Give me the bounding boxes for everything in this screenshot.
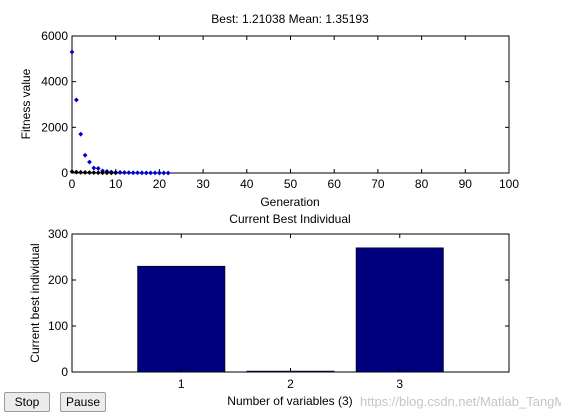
- fitness-x-tick-label: 30: [196, 177, 210, 191]
- best-individual-title: Current Best Individual: [229, 212, 350, 226]
- mean-fitness-point: [91, 165, 97, 171]
- fitness-y-tick-label: 0: [61, 166, 68, 180]
- mean-fitness-point: [82, 152, 88, 158]
- best-individual-y-tick-label: 300: [48, 227, 68, 241]
- best-fitness-point: [87, 170, 92, 175]
- fitness-y-tick-label: 6000: [41, 29, 68, 43]
- best-individual-bar: [355, 247, 444, 373]
- best-individual-y-tick-label: 200: [48, 273, 68, 287]
- mean-fitness-point: [78, 131, 84, 137]
- mean-fitness-point: [126, 170, 132, 176]
- mean-fitness-point: [87, 159, 92, 165]
- mean-fitness-point: [148, 170, 154, 176]
- mean-fitness-point: [95, 166, 101, 171]
- fitness-x-tick-label: 80: [415, 177, 429, 191]
- mean-fitness-point: [143, 170, 149, 176]
- best-fitness-point: [108, 170, 114, 176]
- mean-fitness-point: [157, 170, 162, 176]
- best-individual-y-tick-label: 100: [48, 319, 68, 333]
- fitness-x-ticks: 0 10 20 30 40 50 60 70 80 90 100: [69, 36, 519, 191]
- fitness-plot-axes: [71, 35, 510, 174]
- fitness-x-tick-label: 20: [153, 177, 167, 191]
- fitness-points: [69, 49, 171, 176]
- best-fitness-point: [73, 169, 79, 175]
- best-individual-y-ticks: 0 100 200 300: [48, 227, 509, 379]
- mean-fitness-point: [73, 97, 79, 103]
- mean-fitness-point: [152, 170, 158, 176]
- fitness-plot-title: Best: 1.21038 Mean: 1.35193: [211, 12, 369, 26]
- best-fitness-point: [91, 170, 97, 176]
- fitness-x-tick-label: 100: [499, 177, 519, 191]
- best-fitness-point: [104, 170, 110, 176]
- fitness-x-tick-label: 40: [240, 177, 254, 191]
- fitness-x-tick-label: 50: [284, 177, 298, 191]
- mean-fitness-point: [139, 170, 145, 176]
- fitness-x-tick-label: 0: [69, 177, 76, 191]
- fitness-x-tick-label: 10: [109, 177, 123, 191]
- mean-fitness-point: [135, 170, 140, 176]
- best-fitness-point: [82, 170, 88, 175]
- best-fitness-point: [95, 170, 101, 176]
- mean-fitness-point: [117, 170, 123, 175]
- best-fitness-point: [69, 169, 75, 175]
- best-fitness-point: [78, 169, 84, 175]
- fitness-y-tick-label: 2000: [41, 120, 68, 134]
- fitness-y-tick-label: 4000: [41, 75, 68, 89]
- best-individual-y-axis-label: Current best individual: [28, 243, 42, 362]
- best-individual-x-tick-label: 1: [178, 377, 185, 391]
- fitness-y-ticks: 0 2000 4000 6000: [41, 29, 509, 180]
- best-individual-bar: [137, 265, 226, 373]
- fitness-x-tick-label: 70: [371, 177, 385, 191]
- best-fitness-point: [113, 170, 119, 176]
- fitness-x-axis-label: Generation: [260, 195, 319, 209]
- fitness-y-axis-label: Fitness value: [19, 68, 33, 139]
- stop-button[interactable]: Stop: [4, 392, 50, 412]
- best-individual-bars: [137, 247, 444, 373]
- fitness-x-tick-label: 60: [328, 177, 342, 191]
- fitness-x-tick-label: 90: [459, 177, 473, 191]
- best-individual-x-tick-label: 3: [396, 377, 403, 391]
- best-individual-x-ticks: 1 2 3: [178, 234, 403, 391]
- mean-fitness-point: [69, 49, 75, 55]
- pause-button[interactable]: Pause: [60, 392, 106, 412]
- best-individual-plot: Current Best Individual 0 100 200 300 1 2 3 N…: [28, 212, 510, 408]
- mean-fitness-point: [165, 170, 171, 176]
- best-individual-x-axis-label: Number of variables (3): [227, 394, 352, 408]
- best-individual-x-tick-label: 2: [287, 377, 294, 391]
- fitness-plot: Best: 1.21038 Mean: 1.35193 020004000600…: [19, 12, 519, 209]
- mean-fitness-point: [161, 170, 167, 176]
- best-fitness-point: [100, 170, 105, 176]
- mean-fitness-point: [122, 170, 127, 175]
- best-individual-y-tick-label: 0: [61, 365, 68, 379]
- mean-fitness-point: [130, 170, 136, 176]
